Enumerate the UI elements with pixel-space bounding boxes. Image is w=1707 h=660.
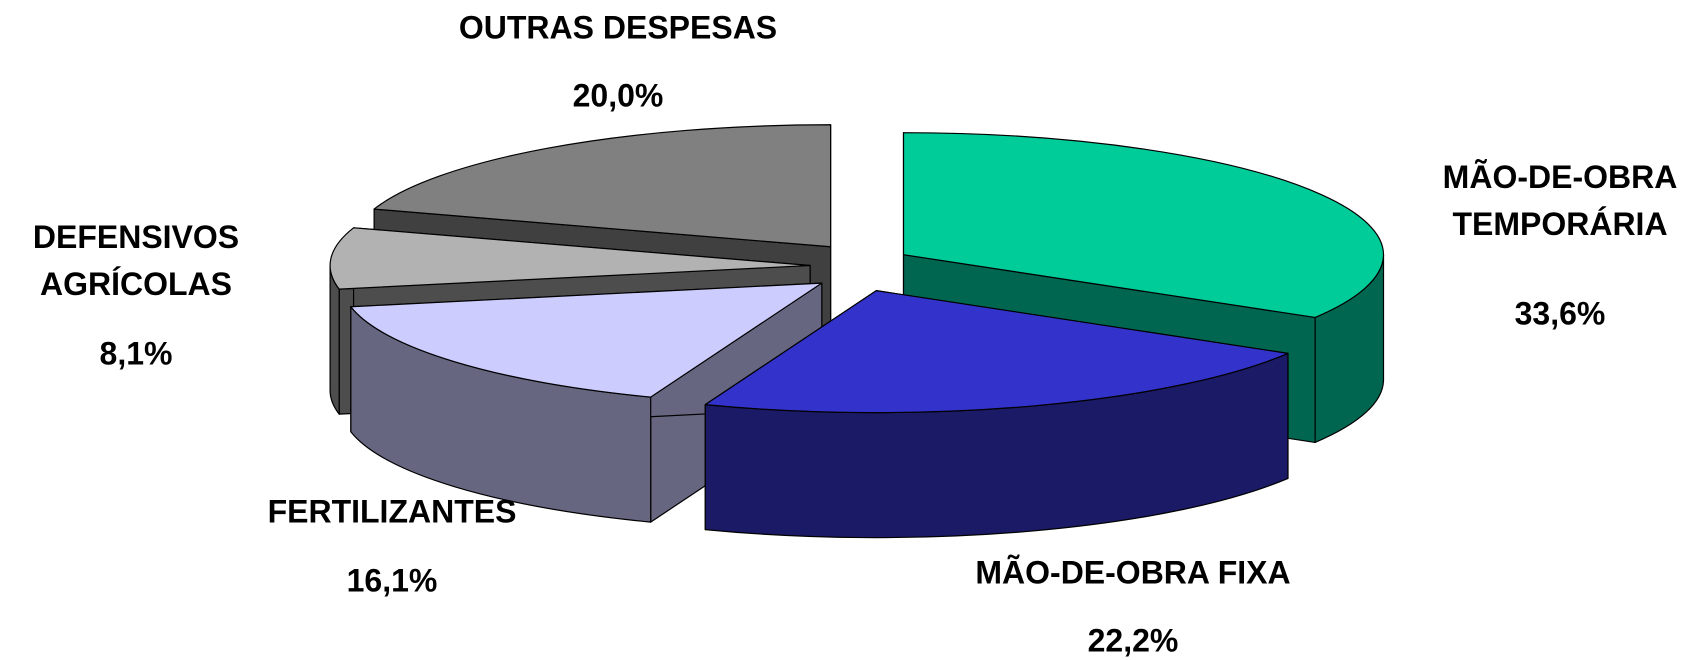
slice-label: OUTRAS DESPESAS (459, 9, 777, 45)
slice-value-label: 16,1% (347, 562, 438, 598)
slice-top (373, 124, 832, 248)
slice-label: DEFENSIVOS AGRÍCOLAS (33, 219, 239, 302)
slice-label: MÃO-DE-OBRA TEMPORÁRIA (1443, 159, 1678, 242)
slice (350, 282, 823, 523)
slice-label: MÃO-DE-OBRA FIXA (975, 554, 1290, 590)
slice-top (704, 290, 1289, 414)
slice-value-label: 33,6% (1515, 295, 1606, 331)
slice-value-label: 22,2% (1088, 622, 1179, 658)
slice-top (329, 227, 811, 290)
slice-top (902, 132, 1385, 319)
slice-label: FERTILIZANTES (268, 493, 517, 529)
slice (704, 290, 1289, 539)
slice-value-label: 8,1% (100, 335, 173, 371)
slice-top (350, 282, 823, 398)
slice-value-label: 20,0% (573, 77, 664, 113)
